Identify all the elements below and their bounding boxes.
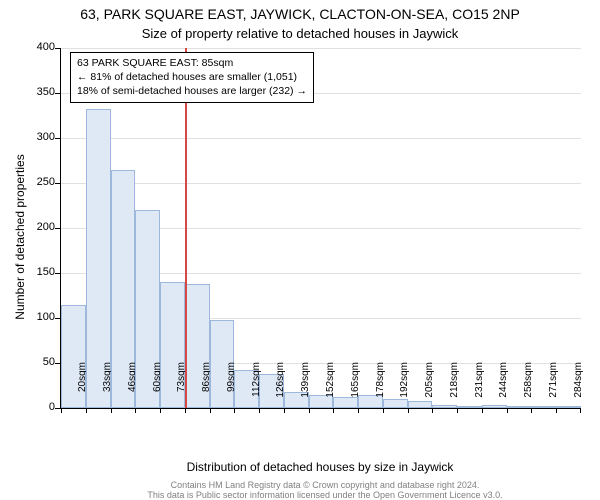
y-tick-label: 350 xyxy=(15,86,55,98)
x-axis-label: Distribution of detached houses by size … xyxy=(60,460,580,474)
y-tick xyxy=(55,48,61,49)
x-tick xyxy=(408,408,409,413)
x-tick xyxy=(61,408,62,413)
y-tick xyxy=(55,138,61,139)
x-tick xyxy=(259,408,260,413)
y-tick-label: 150 xyxy=(15,266,55,278)
x-tick-label: 271sqm xyxy=(548,362,559,412)
x-tick xyxy=(333,408,334,413)
x-tick xyxy=(135,408,136,413)
x-tick xyxy=(531,408,532,413)
y-tick-label: 200 xyxy=(15,221,55,233)
x-tick xyxy=(507,408,508,413)
gridline xyxy=(61,48,581,49)
x-tick xyxy=(234,408,235,413)
x-tick xyxy=(556,408,557,413)
footer-line-2: This data is Public sector information l… xyxy=(60,490,590,500)
y-tick xyxy=(55,228,61,229)
chart-title-sub: Size of property relative to detached ho… xyxy=(0,26,600,41)
chart-container: 63, PARK SQUARE EAST, JAYWICK, CLACTON-O… xyxy=(0,0,600,500)
x-tick-label: 258sqm xyxy=(523,362,534,412)
y-tick-label: 100 xyxy=(15,311,55,323)
y-tick-label: 250 xyxy=(15,176,55,188)
x-tick-label: 284sqm xyxy=(573,362,584,412)
x-tick xyxy=(284,408,285,413)
gridline xyxy=(61,138,581,139)
x-tick xyxy=(482,408,483,413)
x-tick xyxy=(111,408,112,413)
x-tick xyxy=(432,408,433,413)
footer-line-1: Contains HM Land Registry data © Crown c… xyxy=(171,480,480,490)
y-tick-label: 0 xyxy=(15,401,55,413)
legend-line-3: 18% of semi-detached houses are larger (… xyxy=(77,84,307,98)
y-tick xyxy=(55,183,61,184)
y-tick xyxy=(55,93,61,94)
legend-line-2: ← 81% of detached houses are smaller (1,… xyxy=(77,70,307,84)
x-tick xyxy=(160,408,161,413)
y-tick-label: 50 xyxy=(15,356,55,368)
legend-box: 63 PARK SQUARE EAST: 85sqm ← 81% of deta… xyxy=(70,52,314,103)
chart-title-main: 63, PARK SQUARE EAST, JAYWICK, CLACTON-O… xyxy=(0,6,600,22)
x-tick xyxy=(185,408,186,413)
x-tick xyxy=(383,408,384,413)
y-tick-label: 400 xyxy=(15,41,55,53)
y-tick xyxy=(55,273,61,274)
x-tick xyxy=(86,408,87,413)
footer-attribution: Contains HM Land Registry data © Crown c… xyxy=(60,480,590,500)
x-tick xyxy=(457,408,458,413)
x-tick xyxy=(580,408,581,413)
x-tick xyxy=(309,408,310,413)
x-tick-label: 244sqm xyxy=(498,362,509,412)
x-tick xyxy=(210,408,211,413)
legend-line-1: 63 PARK SQUARE EAST: 85sqm xyxy=(77,56,307,70)
y-tick-label: 300 xyxy=(15,131,55,143)
gridline xyxy=(61,183,581,184)
x-tick-label: 218sqm xyxy=(449,362,460,412)
x-tick xyxy=(358,408,359,413)
